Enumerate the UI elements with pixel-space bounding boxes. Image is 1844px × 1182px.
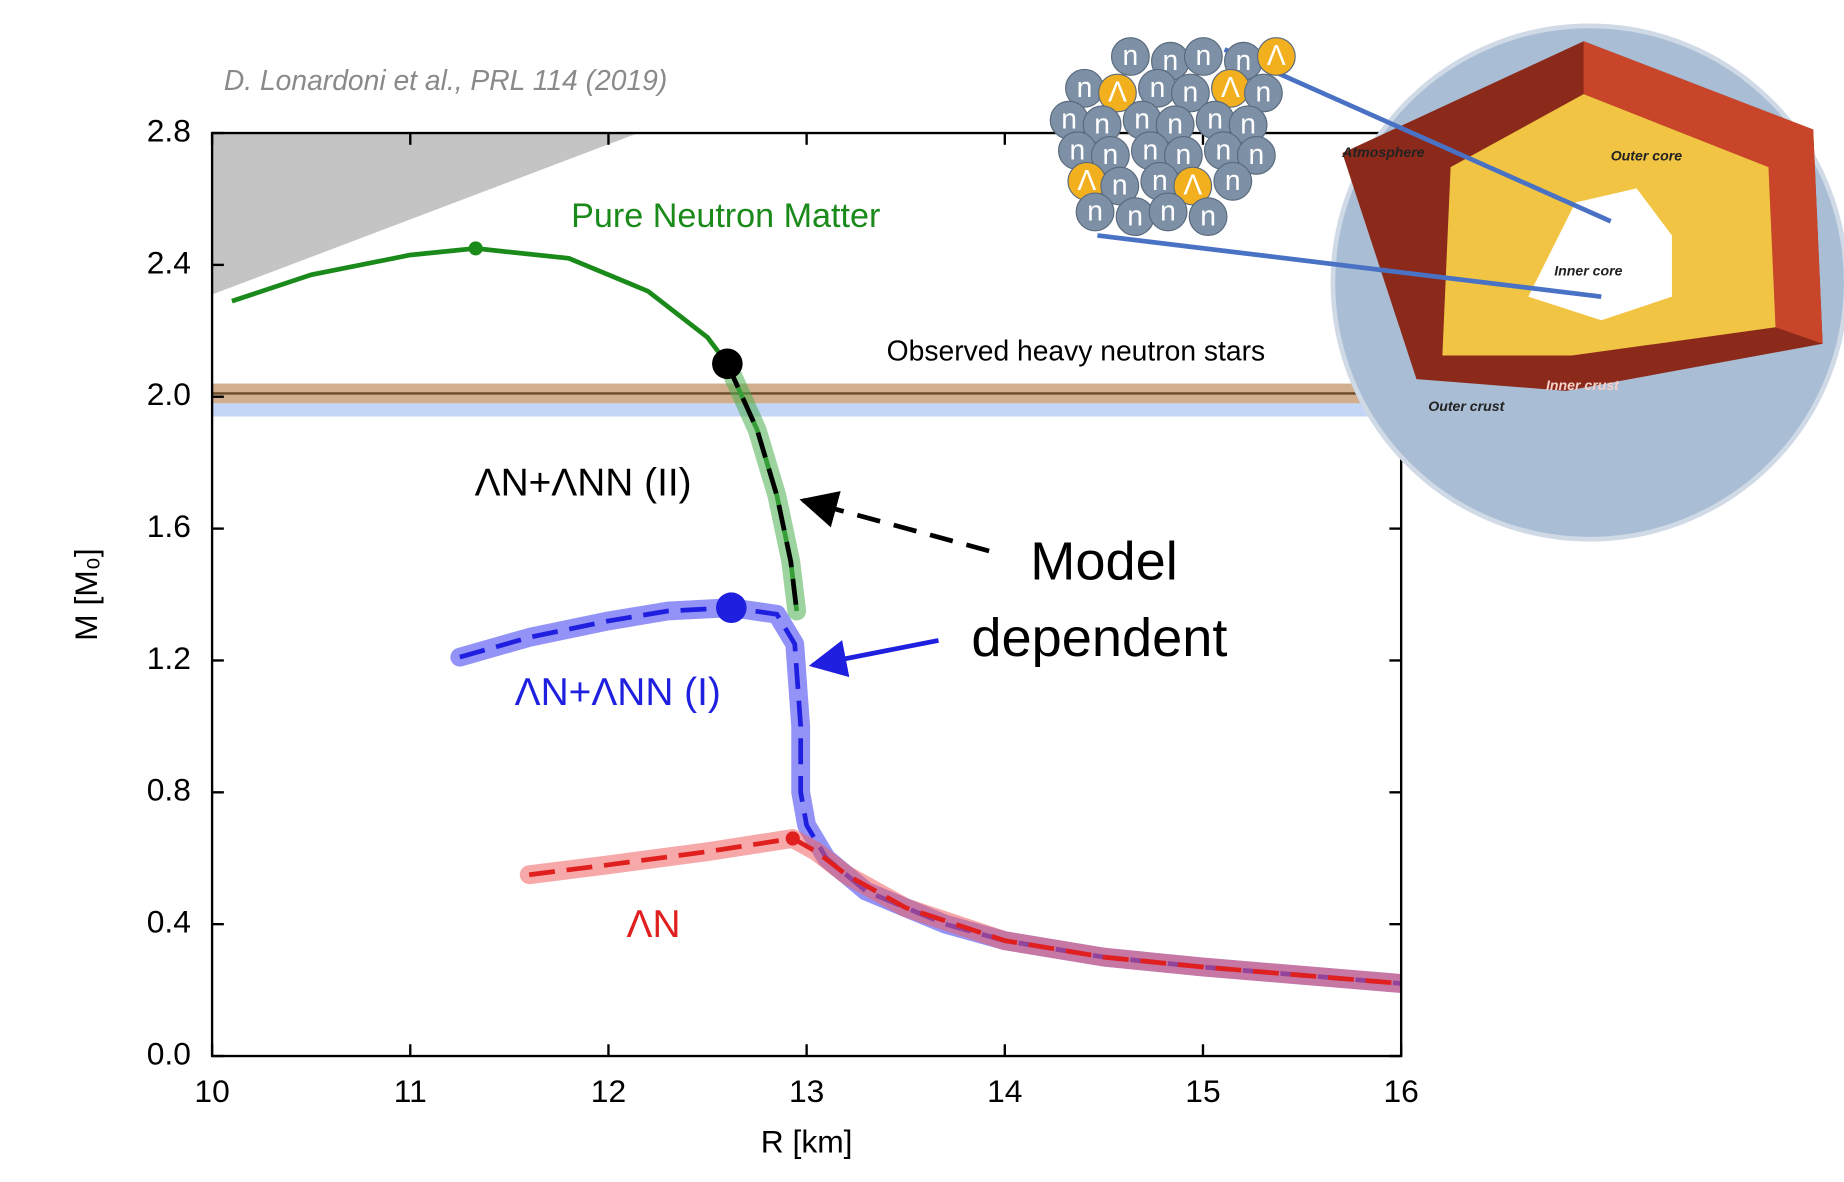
particle-label: n (1216, 133, 1232, 165)
frame (210, 131, 1403, 1058)
particle (1148, 192, 1188, 232)
pointer-line (1097, 233, 1602, 300)
inset: Atmosphere Outer core Inner core Inner crus… (1049, 23, 1844, 542)
inner-core (1528, 188, 1672, 321)
particle-label: n (1167, 107, 1183, 139)
particle-label: Λ (1183, 169, 1202, 201)
particle-label: n (1123, 39, 1139, 71)
y-tick-label: 2.0 (147, 376, 191, 412)
series-label: ΛN+ΛNN (II) (475, 461, 692, 504)
max-marker (712, 348, 743, 380)
particle-label: n (1160, 195, 1176, 227)
layer-label: Atmosphere (1341, 144, 1424, 160)
particle-label: Λ (1221, 71, 1240, 103)
particle-label: n (1103, 138, 1119, 170)
particle-label: n (1152, 164, 1168, 196)
particle-label: Λ (1077, 164, 1096, 196)
series-label: ΛN+ΛNN (I) (515, 671, 721, 714)
particle (1243, 73, 1283, 113)
particle-label: n (1112, 169, 1128, 201)
y-tick-label: 0.0 (147, 1035, 191, 1071)
particle (1075, 192, 1115, 232)
plot-area (212, 133, 1402, 993)
particle-label: n (1143, 133, 1159, 165)
y-axis-label: M [M₀] (68, 548, 104, 641)
annotation: Observed heavy neutron stars (887, 335, 1265, 367)
particle-label: n (1094, 107, 1110, 139)
excluded-region (212, 133, 639, 295)
x-tick-label: 10 (194, 1073, 229, 1109)
particle-label: n (1183, 76, 1199, 108)
y-tick-label: 1.2 (147, 640, 191, 676)
particle (1236, 135, 1276, 175)
arrow (799, 491, 990, 554)
axes: 10 11 12 13 14 15 16 0.0 0.4 0.8 1.2 1.6 2.0 2.4 2.8 R … (68, 64, 1419, 1160)
x-tick-label: 16 (1383, 1073, 1418, 1109)
observation-band (212, 403, 1402, 417)
particle-label: n (1248, 138, 1264, 170)
y-tick-label: 0.4 (147, 904, 191, 940)
x-tick-label: 11 (394, 1073, 427, 1109)
max-marker (716, 592, 747, 624)
x-tick-label: 15 (1185, 1073, 1220, 1109)
particle (1256, 37, 1296, 76)
particle-label: n (1134, 103, 1150, 135)
particle-label: n (1196, 39, 1212, 71)
series-line (231, 246, 800, 612)
arrow (808, 638, 939, 678)
layer-label: Inner crust (1546, 377, 1620, 393)
particle-label: n (1087, 195, 1103, 227)
layer-label: Inner core (1554, 263, 1622, 279)
series-line (528, 836, 1402, 986)
y-tick-label: 0.8 (147, 772, 191, 808)
particle-label: n (1256, 76, 1272, 108)
max-marker (785, 831, 800, 846)
particle-label: n (1163, 44, 1179, 76)
particle-label: n (1127, 199, 1143, 231)
particle (1183, 37, 1223, 76)
pointer-line (1223, 47, 1612, 224)
crust (1583, 41, 1823, 344)
particle-label: n (1077, 71, 1093, 103)
particle-label: n (1207, 103, 1223, 135)
particle-label: n (1200, 199, 1216, 231)
y-tick-label: 2.8 (147, 112, 191, 148)
particle (1188, 197, 1228, 237)
layer-label: Outer core (1611, 147, 1683, 163)
particle-label: n (1240, 107, 1256, 139)
particle (1213, 161, 1253, 201)
annotation: dependent (971, 608, 1227, 668)
series-label: Pure Neutron Matter (571, 197, 880, 235)
particle-label: n (1175, 138, 1191, 170)
series-line (459, 605, 1402, 986)
particle-label: n (1236, 44, 1252, 76)
y-tick-label: 2.4 (147, 244, 191, 280)
x-tick-label: 12 (591, 1073, 626, 1109)
series-label: ΛN (627, 903, 681, 946)
particle-label: Λ (1108, 76, 1127, 108)
x-tick-label: 13 (789, 1073, 824, 1109)
credit: D. Lonardoni et al., PRL 114 (2019) (224, 64, 667, 96)
particle (1170, 73, 1210, 113)
particle-label: n (1150, 71, 1166, 103)
particle-label: n (1061, 103, 1077, 135)
max-marker (468, 241, 483, 256)
particle (1098, 73, 1137, 113)
x-axis-label: R [km] (761, 1124, 853, 1160)
particle-label: Λ (1267, 39, 1286, 71)
y-tick-label: 1.6 (147, 508, 191, 544)
annotation: Model (1030, 531, 1177, 591)
particle-label: n (1070, 133, 1086, 165)
particle (1110, 37, 1150, 76)
particle-label: n (1225, 164, 1241, 196)
uncertainty-band (450, 598, 1402, 993)
layer-label: Outer crust (1428, 398, 1505, 414)
series-line (725, 362, 800, 612)
x-tick-label: 14 (987, 1073, 1022, 1109)
